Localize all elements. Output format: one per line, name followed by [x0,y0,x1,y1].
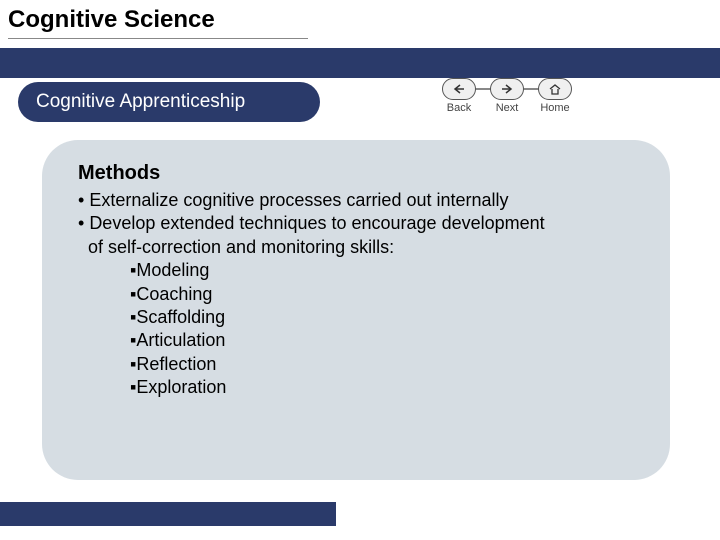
bullet-2-text: Develop extended techniques to encourage… [89,213,544,233]
title-underline [8,38,308,39]
bullet-2-cont: of self-correction and monitoring skills… [88,236,642,259]
subtitle-pill: Cognitive Apprenticeship [18,82,320,122]
sub-bullet-2-text: Coaching [136,284,212,304]
subtitle-text: Cognitive Apprenticeship [36,91,245,113]
section-heading: Methods [78,162,642,185]
sub-bullet-2: ▪Coaching [130,283,642,306]
sub-bullet-3-text: Scaffolding [136,307,225,327]
sub-bullet-4-text: Articulation [136,330,225,350]
next-label: Next [490,102,524,114]
back-button[interactable] [442,78,476,100]
home-button[interactable] [538,78,572,100]
footer-bar [0,502,336,526]
bullet-1: • Externalize cognitive processes carrie… [78,189,642,212]
nav-labels-row: Back Next Home [422,102,592,114]
header-dark-bar [0,50,720,78]
nav-buttons-row [422,78,592,100]
home-label: Home [538,102,572,114]
arrow-right-icon [501,84,513,94]
bullet-2: • Develop extended techniques to encoura… [78,212,642,235]
sub-bullet-6-text: Exploration [136,377,226,397]
bullet-1-text: Externalize cognitive processes carried … [89,190,508,210]
sub-bullet-4: ▪Articulation [130,329,642,352]
arrow-left-icon [453,84,465,94]
sub-bullet-1-text: Modeling [136,260,209,280]
next-button[interactable] [490,78,524,100]
back-label: Back [442,102,476,114]
sub-bullet-5: ▪Reflection [130,353,642,376]
header-region: Cognitive Science [0,0,720,50]
sub-bullet-1: ▪Modeling [130,259,642,282]
sub-bullet-3: ▪Scaffolding [130,306,642,329]
sub-bullet-6: ▪Exploration [130,376,642,399]
content-panel: Methods • Externalize cognitive processe… [42,140,670,480]
nav-holder: Back Next Home [422,78,592,114]
page-title: Cognitive Science [8,6,215,34]
home-icon [549,84,561,95]
sub-bullet-5-text: Reflection [136,354,216,374]
